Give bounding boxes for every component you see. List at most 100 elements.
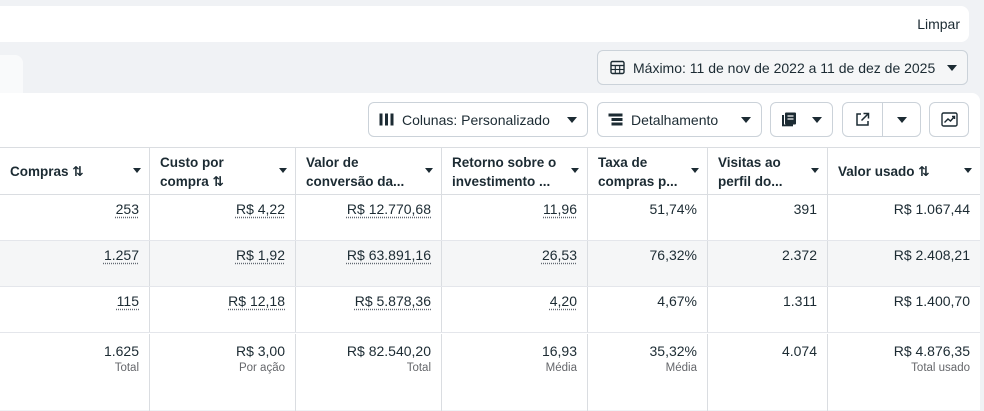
total-value: R$ 4.876,35 — [893, 343, 970, 359]
cell-amount-spent: R$ 2.408,21 — [828, 241, 980, 286]
chart-toggle-button[interactable] — [929, 102, 969, 137]
header-text: investimento ... — [452, 174, 551, 189]
cell-value[interactable]: R$ 5.878,36 — [354, 293, 431, 309]
cell-conversion-value: R$ 63.891,16 — [296, 241, 442, 286]
cell-value: R$ 1.400,70 — [893, 293, 970, 309]
reports-icon — [781, 112, 797, 127]
cell-value: 51,74% — [649, 201, 697, 217]
cell-cost-per-purchase: R$ 1,92 — [150, 241, 296, 286]
cell-purchase-rate: 76,32% — [588, 241, 708, 286]
cell-value: 1.311 — [783, 293, 817, 309]
column-header-cost-per-purchase[interactable]: Custo por compra ⇅ — [150, 148, 296, 195]
cell-roas: 26,53 — [442, 241, 588, 286]
total-label: Média — [545, 362, 577, 374]
cell-value[interactable]: 1.257 — [103, 247, 139, 263]
cell-amount-spent: R$ 1.400,70 — [828, 287, 980, 332]
column-header-amount-spent[interactable]: Valor usado ⇅ — [828, 148, 980, 195]
clear-filters-link[interactable]: Limpar — [917, 16, 960, 32]
column-header-conversion-value[interactable]: Valor de conversão da... — [296, 148, 442, 195]
metrics-table: Compras ⇅ Custo por compra ⇅ Valor de co… — [0, 147, 980, 411]
cell-value[interactable]: R$ 4,22 — [235, 201, 285, 217]
totals-row: 1.625 Total R$ 3,00 Por ação R$ 82.540,20 T… — [0, 334, 980, 411]
cell-value[interactable]: 253 — [115, 201, 139, 217]
cell-value[interactable]: R$ 63.891,16 — [346, 247, 431, 263]
total-label: Total usado — [911, 362, 970, 374]
chevron-down-icon[interactable] — [279, 168, 287, 173]
export-dropdown[interactable] — [883, 116, 920, 123]
cell-roas: 4,20 — [442, 287, 588, 332]
chart-icon — [940, 112, 958, 127]
chevron-down-icon[interactable] — [571, 168, 579, 173]
table-row: 253 R$ 4,22 R$ 12.770,68 11,96 51,74% 39… — [0, 195, 980, 241]
column-header-purchase-rate[interactable]: Taxa de compras p... — [588, 148, 708, 195]
date-range-button[interactable]: Máximo: 11 de nov de 2022 a 11 de dez de… — [597, 50, 968, 85]
cell-value[interactable]: R$ 12.770,68 — [346, 201, 431, 217]
total-amount-spent: R$ 4.876,35 Total usado — [828, 334, 980, 411]
cell-conversion-value: R$ 5.878,36 — [296, 287, 442, 332]
cell-value: 2.372 — [781, 247, 817, 263]
header-text: compras p... — [598, 174, 678, 189]
total-label: Total — [406, 362, 431, 374]
column-header-profile-visits[interactable]: Visitas ao perfil do... — [708, 148, 828, 195]
total-value: 4.074 — [781, 343, 817, 359]
total-value: 35,32% — [649, 343, 697, 359]
header-text: conversão da... — [306, 174, 405, 189]
chevron-down-icon[interactable] — [133, 168, 141, 173]
column-header-purchases[interactable]: Compras ⇅ — [0, 148, 150, 195]
total-label: Total — [114, 362, 139, 374]
cell-value[interactable]: 26,53 — [541, 247, 577, 263]
cell-value[interactable]: R$ 1,92 — [235, 247, 285, 263]
header-text: Taxa de — [598, 155, 648, 170]
total-label: Por ação — [238, 362, 285, 374]
header-text: compra ⇅ — [160, 174, 224, 189]
header-text: Valor de — [306, 155, 359, 170]
total-value: 16,93 — [541, 343, 577, 359]
cell-conversion-value: R$ 12.770,68 — [296, 195, 442, 240]
cell-profile-visits: 2.372 — [708, 241, 828, 286]
total-cost-per-purchase: R$ 3,00 Por ação — [150, 334, 296, 411]
header-text: Visitas ao — [718, 155, 781, 170]
cell-value: 4,67% — [657, 293, 697, 309]
cell-value[interactable]: 4,20 — [549, 293, 577, 309]
export-icon[interactable] — [843, 103, 883, 136]
cell-cost-per-purchase: R$ 4,22 — [150, 195, 296, 240]
columns-button[interactable]: Colunas: Personalizado — [368, 102, 588, 137]
breakdown-button[interactable]: Detalhamento — [597, 102, 762, 137]
total-label: Média — [665, 362, 697, 374]
total-value: 1.625 — [103, 343, 139, 359]
header-text: perfil do... — [718, 174, 783, 189]
cell-value: R$ 2.408,21 — [893, 247, 970, 263]
cell-value[interactable]: R$ 12,18 — [228, 293, 285, 309]
cell-cost-per-purchase: R$ 12,18 — [150, 287, 296, 332]
chevron-down-icon[interactable] — [964, 168, 972, 173]
breakdown-label: Detalhamento — [631, 111, 719, 128]
chevron-down-icon — [741, 116, 751, 123]
cell-purchases: 1.257 — [0, 241, 150, 286]
header-text: Compras ⇅ — [10, 163, 84, 179]
column-header-roas[interactable]: Retorno sobre o investimento ... — [442, 148, 588, 195]
cell-value: R$ 1.067,44 — [893, 201, 970, 217]
cell-value: 391 — [793, 201, 817, 217]
total-purchase-rate: 35,32% Média — [588, 334, 708, 411]
cell-value[interactable]: 115 — [116, 293, 139, 309]
cell-purchase-rate: 4,67% — [588, 287, 708, 332]
filter-bar: Limpar — [0, 6, 969, 42]
chevron-down-icon — [567, 116, 577, 123]
total-roas: 16,93 Média — [442, 334, 588, 411]
cell-profile-visits: 1.311 — [708, 287, 828, 332]
breakdown-icon — [608, 113, 623, 126]
cell-profile-visits: 391 — [708, 195, 828, 240]
cell-roas: 11,96 — [442, 195, 588, 240]
chevron-down-icon[interactable] — [691, 168, 699, 173]
calendar-icon — [610, 60, 625, 75]
cell-value: 76,32% — [649, 247, 697, 263]
total-value: R$ 3,00 — [235, 343, 285, 359]
cell-amount-spent: R$ 1.067,44 — [828, 195, 980, 240]
chevron-down-icon — [947, 64, 957, 71]
chevron-down-icon[interactable] — [425, 168, 433, 173]
columns-label: Colunas: Personalizado — [402, 111, 550, 128]
reports-button[interactable] — [770, 102, 833, 137]
chevron-down-icon[interactable] — [811, 168, 819, 173]
table-row: 115 R$ 12,18 R$ 5.878,36 4,20 4,67% 1.31… — [0, 287, 980, 333]
cell-value[interactable]: 11,96 — [543, 201, 577, 217]
